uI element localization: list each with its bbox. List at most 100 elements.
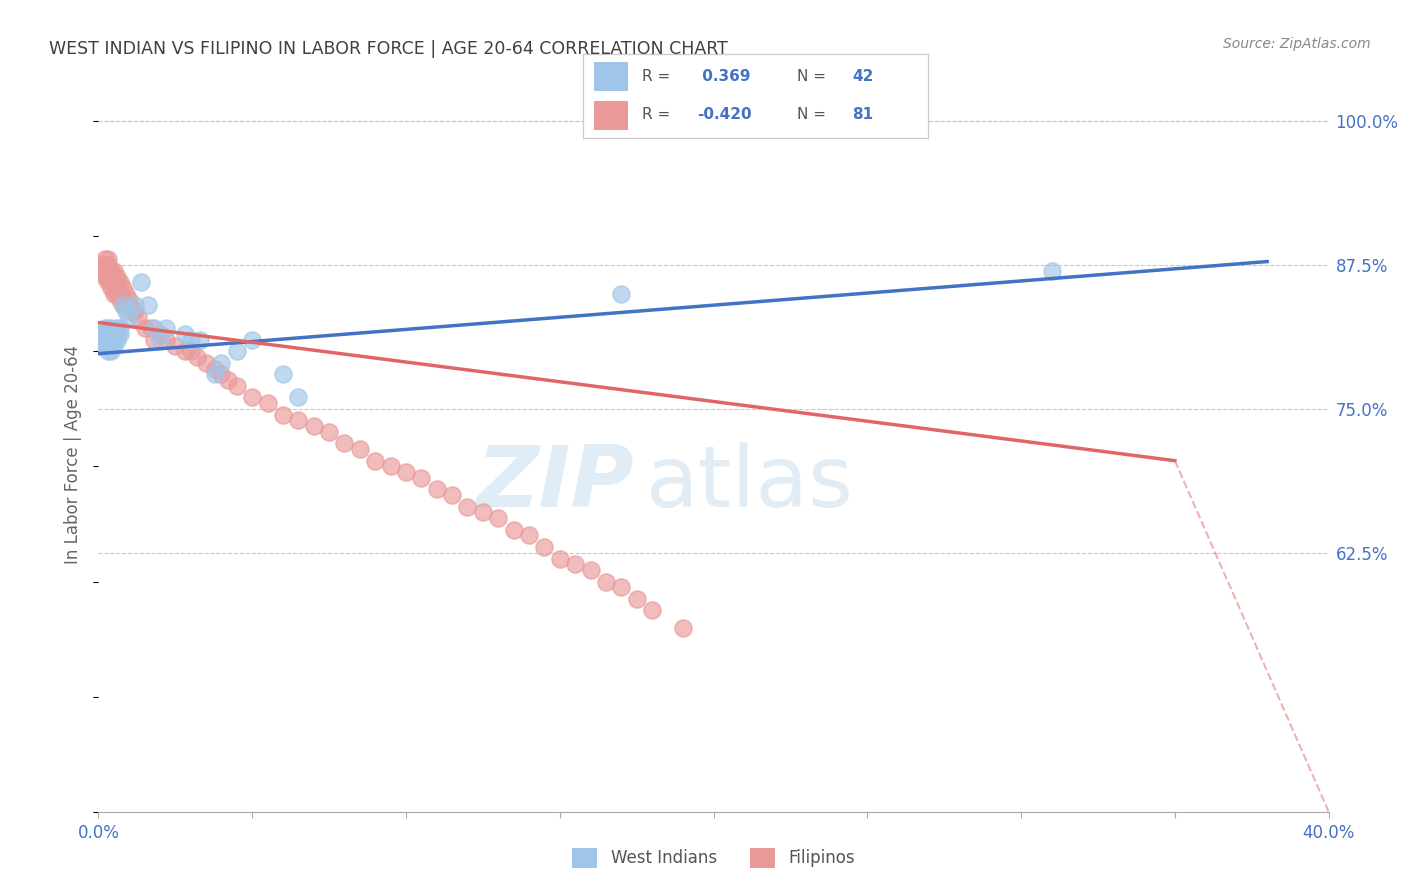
Point [100,344,122,359]
Point [115,298,138,312]
Point [136,298,159,312]
Point [173,344,195,359]
Point [471,506,494,520]
Point [486,511,509,525]
Y-axis label: In Labor Force | Age 20-64: In Labor Force | Age 20-64 [65,345,83,565]
Point [142,333,165,347]
Point [100,333,122,347]
Text: 81: 81 [852,107,873,122]
Point [93,338,115,352]
Point [564,558,586,572]
Point [108,293,131,307]
Point [121,304,143,318]
Point [225,344,247,359]
Point [93,252,115,267]
Point [626,591,648,606]
Point [97,269,120,284]
Point [395,465,418,479]
Point [1040,264,1063,278]
Point [118,298,141,312]
Point [93,269,115,284]
Point [548,551,571,566]
Point [411,471,433,485]
Point [97,252,120,267]
Point [441,488,464,502]
Point [502,523,524,537]
Point [165,338,187,352]
Point [112,298,135,312]
Point [103,333,125,347]
Point [90,338,112,352]
Legend: West Indians, Filipinos: West Indians, Filipinos [565,841,862,875]
Point [180,333,202,347]
Point [97,275,120,289]
Point [100,275,122,289]
Point [271,368,294,382]
Point [100,264,122,278]
Point [118,293,141,307]
Point [180,344,202,359]
Point [287,390,309,404]
Point [105,327,128,342]
Point [90,327,112,342]
Point [103,275,125,289]
Point [103,338,125,352]
Point [93,264,115,278]
Bar [593,101,628,130]
Text: N =: N = [797,69,831,84]
Text: R =: R = [643,107,675,122]
Point [426,483,449,497]
Point [349,442,371,457]
Point [103,264,125,278]
Point [112,281,135,295]
Point [333,436,356,450]
Point [105,269,128,284]
Point [108,286,131,301]
Point [240,390,263,404]
Point [364,453,387,467]
Point [155,321,177,335]
Point [93,333,115,347]
Point [641,603,664,617]
Point [112,298,135,312]
Text: ZIP: ZIP [477,442,634,525]
Point [256,396,278,410]
Point [302,419,325,434]
Point [103,286,125,301]
Point [100,327,122,342]
Point [97,264,120,278]
Point [380,459,402,474]
Text: WEST INDIAN VS FILIPINO IN LABOR FORCE | AGE 20-64 CORRELATION CHART: WEST INDIAN VS FILIPINO IN LABOR FORCE |… [49,40,728,58]
Point [97,321,120,335]
Point [271,408,294,422]
Point [124,304,146,318]
Point [124,298,146,312]
Point [211,356,233,370]
Point [188,333,211,347]
Point [108,275,131,289]
Text: N =: N = [797,107,831,122]
Point [112,293,135,307]
Point [105,286,128,301]
Point [93,258,115,272]
Point [105,333,128,347]
Point [108,327,131,342]
Point [105,321,128,335]
Point [149,327,172,342]
Text: 0.369: 0.369 [697,69,751,84]
Point [115,286,138,301]
Point [211,368,233,382]
Point [517,528,540,542]
Text: -0.420: -0.420 [697,107,752,122]
Point [105,275,128,289]
Point [103,281,125,295]
Point [456,500,478,514]
Point [217,373,239,387]
Point [204,368,226,382]
Point [90,258,112,272]
Point [155,333,177,347]
Point [225,379,247,393]
Text: 42: 42 [852,69,873,84]
Point [90,333,112,347]
Point [287,413,309,427]
